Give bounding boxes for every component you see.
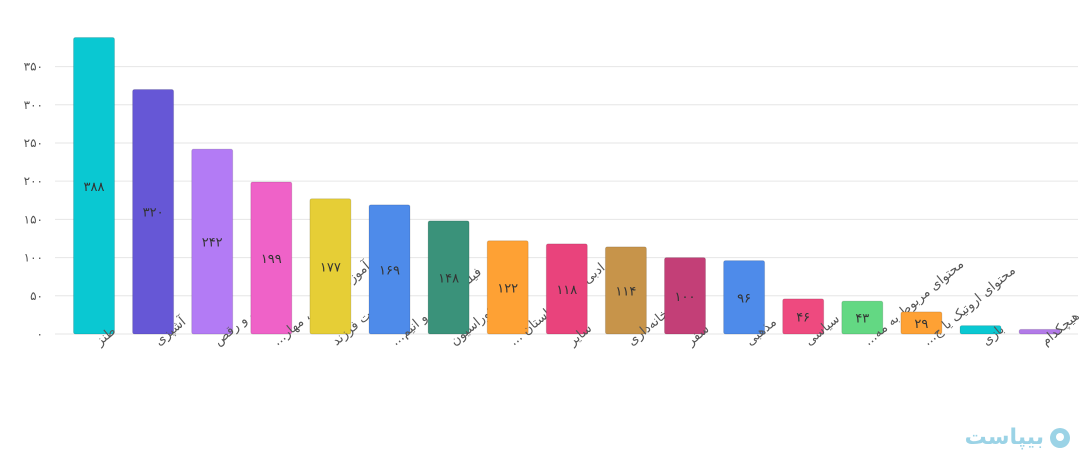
data-label: ۱۴۸ — [438, 271, 459, 286]
y-tick-label: ۱۰۰ — [24, 251, 43, 265]
bar[interactable] — [73, 37, 115, 335]
bar[interactable] — [841, 300, 884, 335]
bar[interactable] — [368, 204, 411, 335]
watermark-text: بیپاست — [964, 425, 1044, 450]
bar[interactable] — [723, 260, 766, 335]
data-label: ۱۲۲ — [497, 281, 518, 296]
bar[interactable] — [664, 257, 706, 335]
bar[interactable] — [782, 298, 825, 335]
data-label: ۳۲۰ — [143, 206, 164, 221]
data-label: ۱۹۹ — [261, 252, 282, 267]
bar[interactable] — [191, 148, 234, 335]
data-label: ۴۶ — [796, 310, 810, 325]
data-label: ۴۳ — [855, 312, 869, 327]
bar[interactable] — [427, 220, 470, 335]
data-label: ۱۱۴ — [615, 284, 636, 299]
data-label: ۱۰۰ — [675, 290, 696, 305]
y-tick-label: ۳۵۰ — [24, 60, 43, 74]
y-tick-label: ۲۰۰ — [24, 174, 43, 188]
bar[interactable] — [309, 198, 352, 335]
data-label: ۱۱۸ — [556, 283, 577, 298]
bar[interactable] — [959, 325, 1002, 335]
bar[interactable] — [604, 246, 647, 335]
watermark-logo: بیپاست — [965, 425, 1070, 450]
bar[interactable] — [486, 240, 529, 335]
y-tick-label: ۲۵۰ — [24, 136, 43, 150]
data-label: ۱۷۷ — [320, 260, 341, 275]
y-tick-label: ۳۰۰ — [24, 98, 43, 112]
bar[interactable] — [545, 243, 588, 335]
data-label: ۲۹ — [914, 317, 928, 332]
data-label: ۱۶۹ — [379, 263, 400, 278]
bar[interactable] — [132, 88, 175, 335]
bar[interactable] — [250, 181, 293, 335]
y-tick-label: ۱۵۰ — [24, 212, 43, 226]
y-tick-label: ۰ — [37, 327, 43, 341]
data-label: ۳۸۸ — [84, 180, 105, 195]
bar[interactable] — [1018, 328, 1061, 335]
bar[interactable] — [900, 311, 943, 335]
data-label: ۹۶ — [737, 291, 751, 306]
logo-icon — [1050, 427, 1070, 448]
y-tick-label: ۵۰ — [30, 289, 43, 303]
data-label: ۲۴۲ — [202, 236, 223, 251]
x-tick-label: هیچکدام — [1039, 309, 1083, 349]
